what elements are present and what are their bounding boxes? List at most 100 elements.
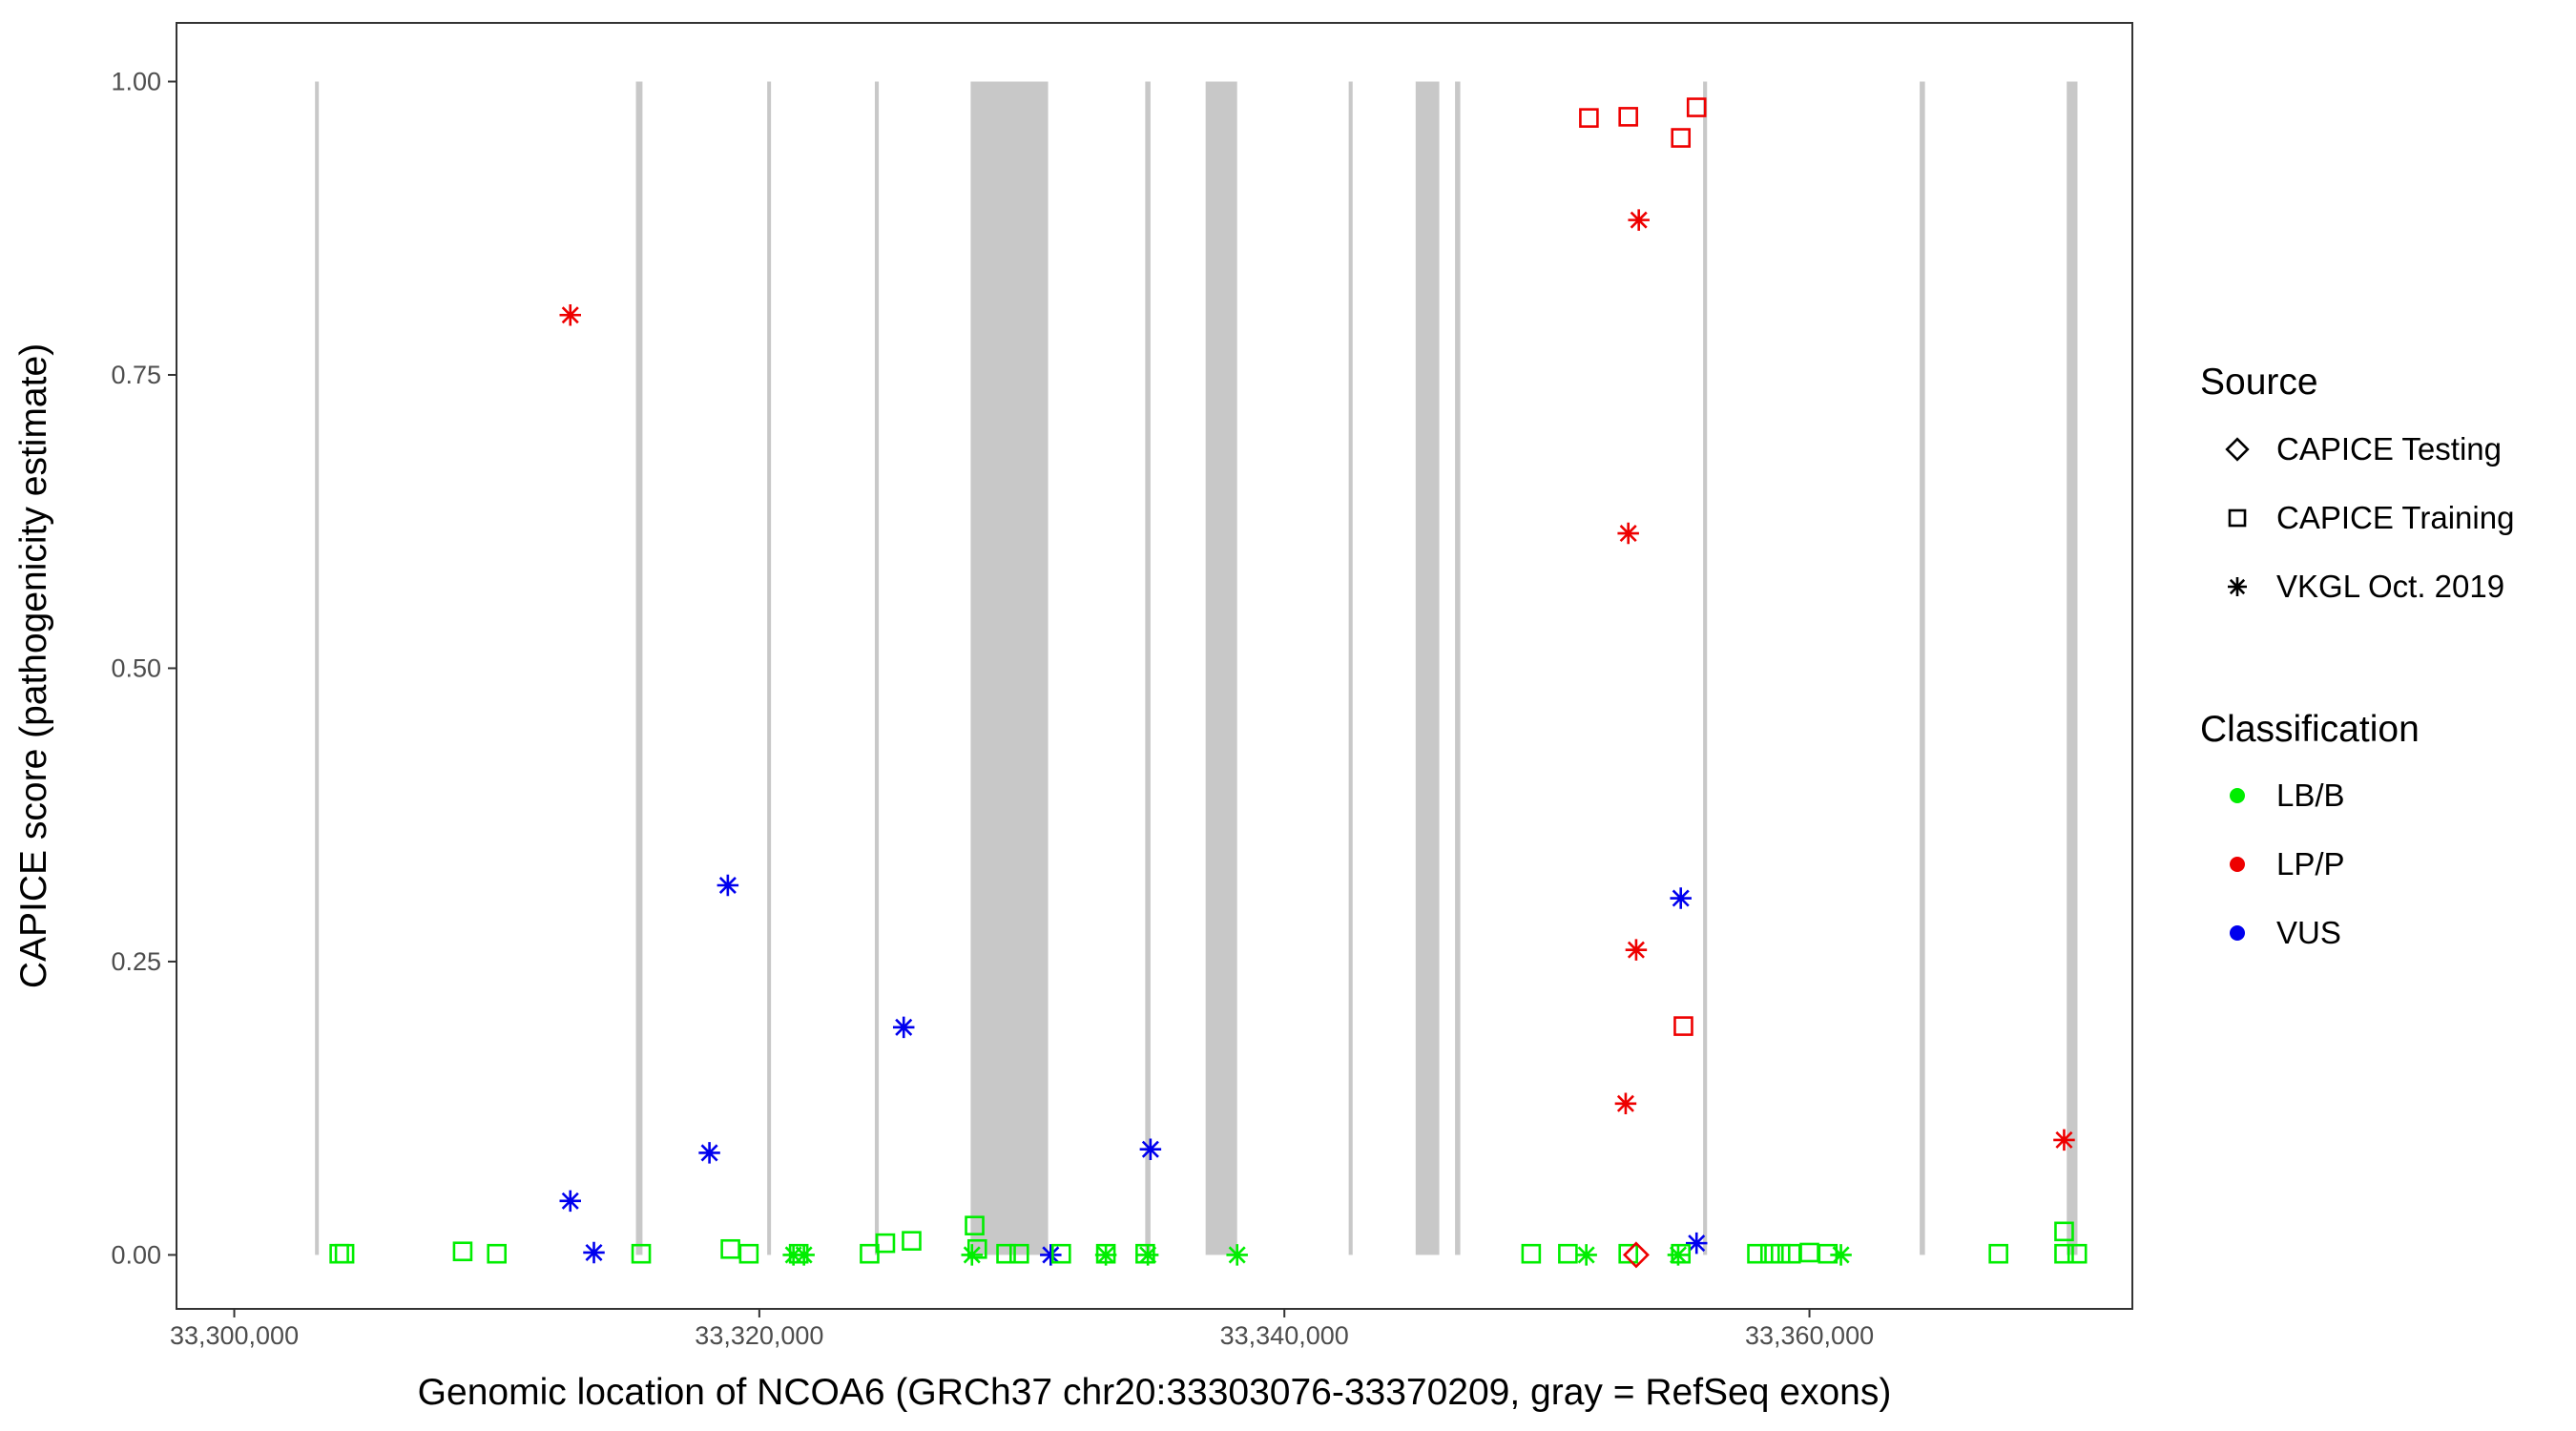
data-point — [2054, 1221, 2074, 1242]
data-point — [1770, 1243, 1791, 1264]
y-tick-label: 0.50 — [111, 653, 161, 682]
y-tick-label: 1.00 — [111, 67, 161, 95]
exon-band-8 — [1348, 81, 1353, 1255]
legend-classification-label: LB/B — [2276, 778, 2345, 813]
data-point — [1008, 1243, 1029, 1264]
data-point — [860, 1243, 880, 1264]
data-point — [559, 1190, 582, 1213]
data-point — [1040, 1244, 1062, 1266]
data-point — [1628, 209, 1650, 231]
data-point — [965, 1215, 985, 1235]
legend-key-star-icon — [2228, 577, 2247, 596]
data-point — [738, 1243, 759, 1264]
exon-band-11 — [1703, 81, 1708, 1255]
series-vkgl-oct-2019-vus — [559, 874, 1708, 1266]
data-point — [2053, 1129, 2075, 1151]
data-point — [1686, 97, 1707, 117]
legend-key-dot-icon — [2230, 857, 2245, 872]
exon-band-13 — [2067, 81, 2078, 1255]
exon-band-4 — [874, 81, 880, 1255]
data-point — [1139, 1138, 1162, 1160]
legend-source-label: CAPICE Testing — [2276, 431, 2502, 467]
legend-classification-items: LB/B LP/P VUS — [2230, 778, 2345, 950]
data-point — [1136, 1244, 1159, 1266]
exon-band-3 — [767, 81, 772, 1255]
exon-band-1 — [315, 81, 320, 1255]
data-point — [1618, 1243, 1638, 1264]
data-point — [1685, 1232, 1708, 1255]
exon-band-5 — [970, 81, 1049, 1255]
legend-classification-label: LP/P — [2276, 846, 2345, 881]
data-point — [966, 1238, 987, 1259]
data-point — [1051, 1243, 1071, 1264]
data-point — [631, 1243, 652, 1264]
data-point — [1670, 887, 1692, 909]
x-tick-label: 33,360,000 — [1745, 1321, 1874, 1350]
legend-classification-label: VUS — [2276, 915, 2341, 950]
data-point — [902, 1231, 922, 1251]
data-point — [334, 1243, 355, 1264]
legend-key-diamond-icon — [2225, 437, 2250, 462]
exon-band-7 — [1205, 81, 1237, 1255]
data-point — [1673, 1016, 1693, 1036]
data-point — [717, 874, 739, 897]
data-point — [1747, 1243, 1767, 1264]
data-point — [1988, 1243, 2008, 1264]
x-tick-label: 33,300,000 — [170, 1321, 299, 1350]
series-capice-testing-lp-p — [1622, 1241, 1650, 1269]
legend-source-label: CAPICE Training — [2276, 500, 2514, 535]
data-point — [1579, 108, 1599, 128]
data-point — [793, 1244, 815, 1266]
x-tick-label: 33,340,000 — [1220, 1321, 1349, 1350]
series-vkgl-oct-2019-lp-p — [559, 209, 2075, 1151]
legend-key-dot-icon — [2230, 788, 2245, 803]
legend-source-items: CAPICE Testing CAPICE Training VKGL Oct. 2… — [2225, 431, 2514, 604]
exon-band-9 — [1415, 81, 1440, 1255]
y-axis-title: CAPICE score (pathogenicity estimate) — [13, 343, 54, 988]
data-point — [1759, 1243, 1780, 1264]
data-point — [892, 1016, 915, 1039]
series-capice-training-lp-p — [1579, 97, 1707, 1036]
exon-band-10 — [1455, 81, 1461, 1255]
x-tick-label: 33,320,000 — [695, 1321, 823, 1350]
data-point — [1521, 1243, 1542, 1264]
data-point — [996, 1243, 1016, 1264]
data-point — [1226, 1244, 1248, 1266]
series-vkgl-oct-2019-lb-b — [782, 1244, 1852, 1266]
data-point — [1094, 1244, 1117, 1266]
legend-key-dot-icon — [2230, 925, 2245, 941]
data-point — [1671, 128, 1692, 148]
data-point — [1830, 1244, 1852, 1266]
data-point — [1614, 1092, 1637, 1115]
data-point — [2054, 1243, 2074, 1264]
exon-band-2 — [635, 81, 643, 1255]
data-points — [329, 97, 2088, 1269]
y-tick-label: 0.75 — [111, 361, 161, 389]
data-point — [698, 1142, 720, 1164]
y-axis: 0.00 0.25 0.50 0.75 1.00 — [111, 67, 177, 1269]
data-point — [961, 1244, 984, 1266]
data-point — [1575, 1244, 1597, 1266]
data-point — [452, 1241, 473, 1262]
y-tick-label: 0.25 — [111, 947, 161, 976]
x-axis-title: Genomic location of NCOA6 (GRCh37 chr20:… — [418, 1372, 1892, 1413]
data-point — [1617, 522, 1639, 545]
data-point — [875, 1233, 896, 1254]
data-point — [1625, 939, 1648, 961]
data-point — [1622, 1241, 1650, 1269]
data-point — [487, 1243, 508, 1264]
data-point — [559, 304, 582, 326]
legend-source-label: VKGL Oct. 2019 — [2276, 569, 2504, 604]
legend-key-square-icon — [2228, 508, 2247, 528]
x-axis: 33,300,000 33,320,000 33,340,000 33,360,000 — [170, 1309, 1874, 1350]
exon-bands — [315, 81, 2078, 1255]
exon-band-6 — [1145, 81, 1151, 1255]
legend-classification-title: Classification — [2200, 709, 2420, 750]
legend-source-title: Source — [2200, 362, 2318, 403]
legend: Source CAPICE Testing CAPICE Training VKGL… — [2200, 362, 2514, 950]
data-point — [1667, 1244, 1690, 1266]
data-point — [1618, 107, 1638, 127]
data-point — [583, 1241, 605, 1264]
